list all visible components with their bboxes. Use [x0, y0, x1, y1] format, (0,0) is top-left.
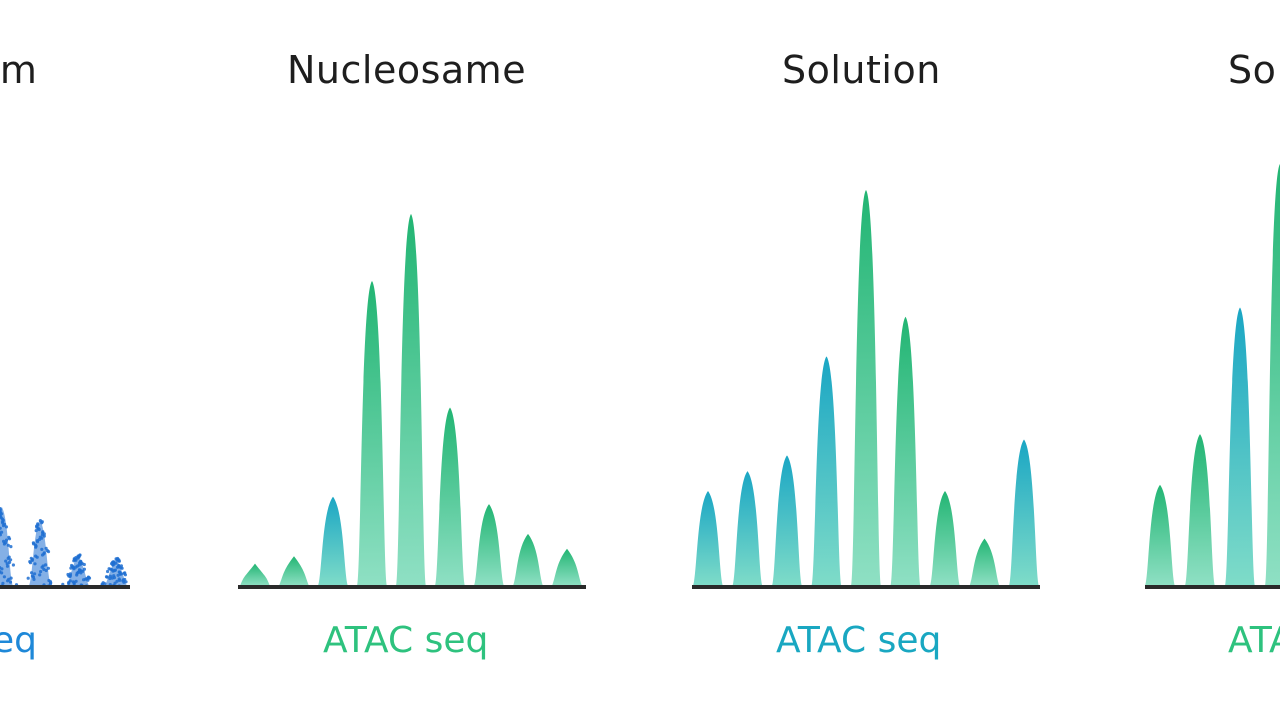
bar-0-0-dot	[7, 535, 11, 540]
bar-1-0	[240, 563, 270, 586]
panel-label-nucleosome: ATAC seq	[323, 620, 489, 661]
bar-1-2	[318, 496, 348, 586]
bar-1-6	[474, 504, 504, 586]
bar-2-3	[811, 356, 842, 586]
bar-3-3	[1265, 164, 1280, 586]
bar-0-0	[0, 507, 13, 586]
bar-3-2	[1225, 307, 1255, 586]
bar-2-5	[890, 316, 921, 586]
bar-0-3-dot	[107, 567, 111, 571]
bar-2-0	[693, 490, 723, 586]
bar-0-2-dot	[78, 553, 82, 557]
bar-0-0-dot	[9, 545, 13, 549]
bar-1-8	[552, 548, 582, 586]
bar-1-5	[435, 407, 465, 586]
bar-1-1	[279, 556, 309, 586]
bar-1-4	[396, 214, 426, 586]
bar-3-0	[1145, 484, 1175, 586]
bar-0-1-dot	[26, 576, 30, 580]
bar-0-2	[67, 554, 89, 586]
bar-0-0-dot	[11, 563, 15, 567]
bar-0-1-dot	[29, 556, 33, 560]
bar-0-3-dot	[106, 569, 110, 574]
panel-title-solution: Solution	[782, 48, 941, 92]
bar-0-1-dot	[31, 541, 35, 545]
bar-2-2	[772, 455, 802, 586]
panel-title-right: So	[1228, 48, 1277, 92]
bar-0-3-dot	[104, 575, 109, 579]
bar-2-1	[732, 471, 763, 586]
bar-0-3-dot	[123, 571, 127, 575]
bar-0-0-dot	[9, 558, 13, 562]
panel-title-nucleosome: Nucleosame	[287, 48, 527, 92]
bar-2-8	[1009, 439, 1039, 586]
bar-0-1	[29, 519, 51, 586]
bar-0-2-dot	[86, 575, 90, 579]
bar-2-7	[969, 538, 1000, 586]
panel-title-left: em	[0, 48, 38, 92]
panel-label-left: eq	[0, 620, 37, 661]
bar-0-2-dot	[70, 563, 74, 568]
bar-0-3-dot	[101, 581, 105, 585]
panel-label-solution: ATAC seq	[776, 620, 942, 661]
bar-0-3-dot	[119, 564, 123, 568]
bar-0-3-dot	[116, 556, 120, 561]
bar-0-1-dot	[28, 560, 32, 564]
bar-0-3	[105, 558, 127, 586]
bar-2-4	[851, 190, 881, 586]
bar-1-3	[357, 280, 387, 586]
bar-3-1	[1185, 434, 1215, 586]
bar-1-7	[513, 533, 543, 586]
panel-label-right: ATA	[1228, 620, 1280, 661]
bar-0-2-dot	[66, 572, 70, 577]
bar-2-6	[930, 490, 960, 586]
